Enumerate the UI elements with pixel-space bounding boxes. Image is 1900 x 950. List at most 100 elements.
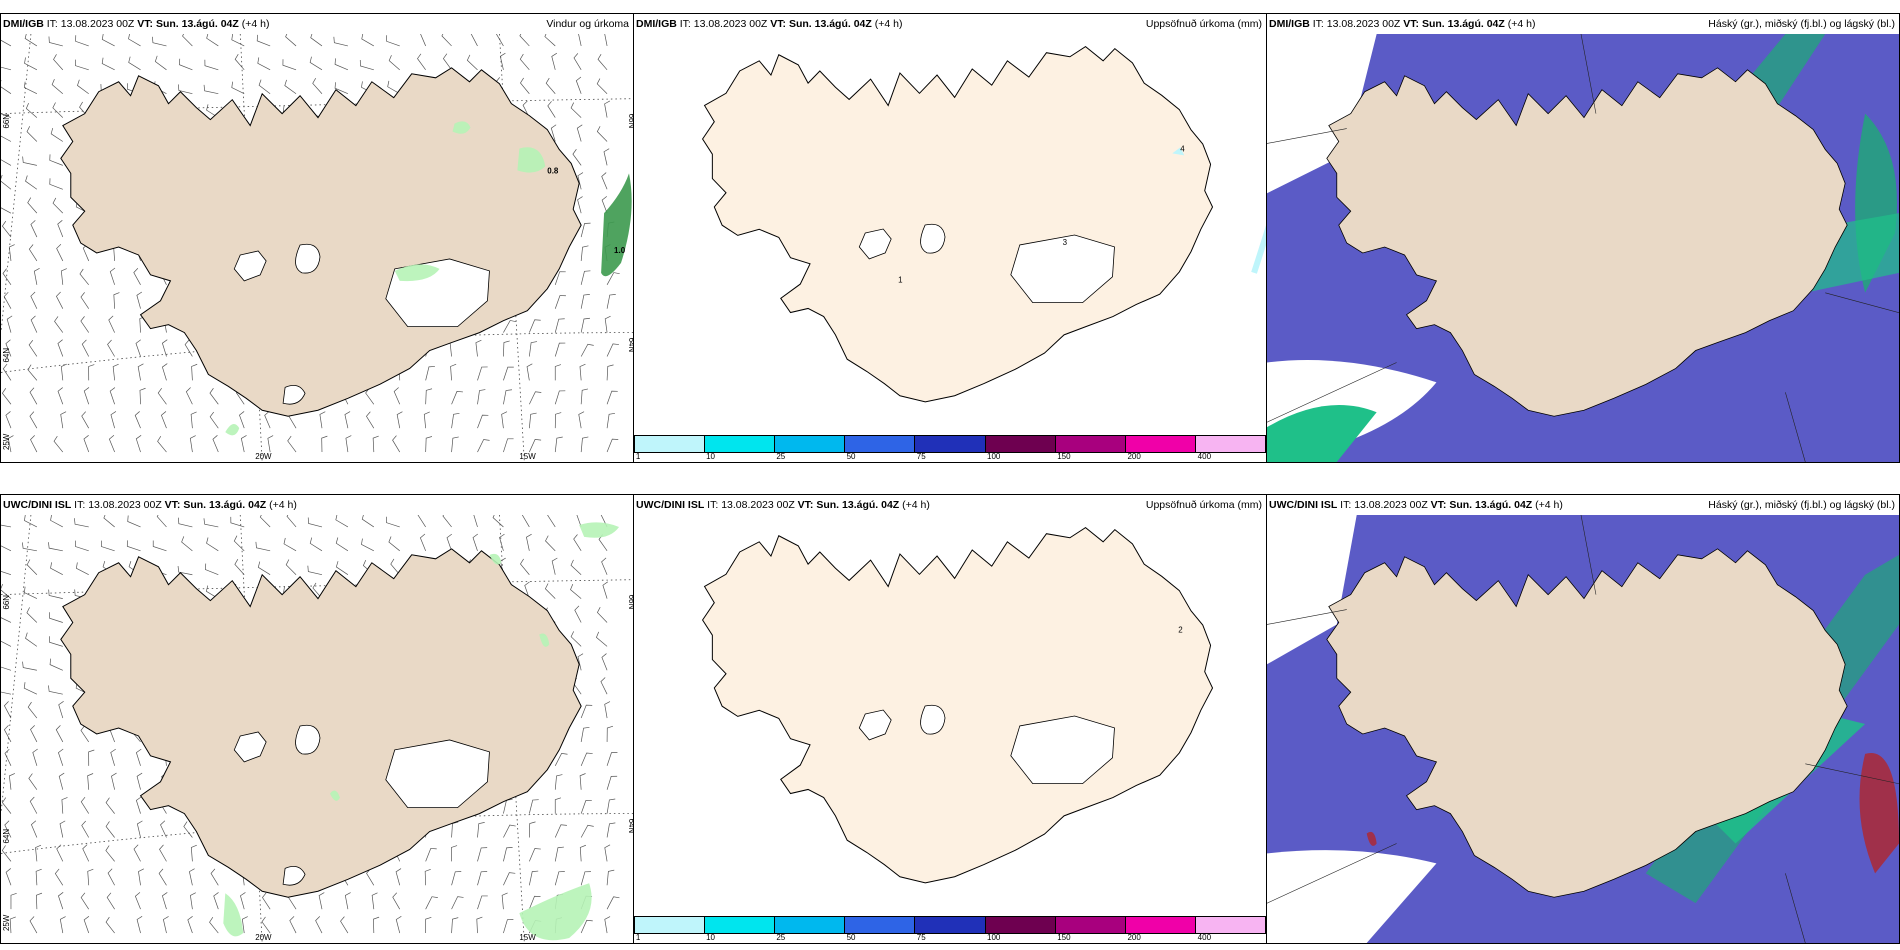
accum-precip-panel-dini[interactable]: UWC/DINI ISL IT: 13.08.2023 00Z VT: Sun.…	[633, 494, 1267, 944]
wind-barb	[606, 752, 618, 766]
wind-barb	[157, 387, 167, 405]
wind-barb	[101, 34, 115, 47]
wind-barb	[106, 892, 115, 910]
wind-barb	[21, 542, 37, 552]
wind-barb	[1, 80, 12, 95]
lat-label: 64N	[2, 348, 11, 363]
lon-label: 20W	[255, 452, 272, 461]
wind-barb	[285, 34, 297, 47]
wind-barb	[473, 515, 478, 528]
wind-barb	[476, 916, 483, 934]
wind-barb	[361, 538, 374, 552]
wind-barb	[577, 172, 584, 190]
wind-barb	[544, 583, 556, 599]
wind-barb	[7, 435, 14, 453]
map-area[interactable]	[1267, 515, 1899, 943]
precip-value-label: 4	[1180, 144, 1185, 153]
wind-barb	[451, 436, 459, 453]
model-name: UWC/DINI ISL	[1269, 499, 1338, 511]
colorbar-swatch	[985, 917, 1056, 933]
wind-barb	[606, 343, 619, 357]
wind-barb	[477, 822, 485, 838]
wind-barb	[606, 272, 620, 285]
cloud-map-svg	[1267, 515, 1899, 943]
wind-barb	[529, 439, 542, 453]
wind-barb	[56, 844, 64, 862]
map-area[interactable]: 4 3 1	[634, 34, 1266, 432]
wind-barb	[255, 541, 271, 552]
wind-barb	[135, 339, 141, 357]
wind-barb	[371, 892, 378, 910]
wind-barb	[187, 916, 193, 934]
accum-map-svg: 4 3 1	[701, 45, 1266, 403]
wind-barb	[87, 773, 94, 790]
wind-barb	[551, 52, 558, 70]
it-label: IT:	[74, 499, 86, 511]
wind-barb	[234, 54, 245, 71]
colorbar-swatch	[1055, 917, 1126, 933]
wind-barb	[210, 868, 219, 886]
wind-barb	[258, 79, 271, 94]
wind-barb	[576, 124, 583, 142]
map-area[interactable]: 0.8 1.0 66N 64N 66N 64N 20W 15W 25W	[1, 34, 633, 462]
colorbar: 1 10 25 50 75 100 150 200 400	[634, 913, 1266, 943]
wind-barb	[241, 916, 248, 934]
precip-value-label: 1	[898, 276, 903, 285]
wind-barb	[1, 113, 12, 118]
wind-barb	[503, 872, 516, 886]
wind-barb	[470, 34, 478, 47]
wind-barb	[30, 220, 38, 238]
wind-barb	[1, 39, 12, 47]
cloud-panel-dini[interactable]: UWC/DINI ISL IT: 13.08.2023 00Z VT: Sun.…	[1266, 494, 1900, 944]
wind-barb	[1, 666, 12, 671]
wind-barb	[53, 54, 64, 71]
wind-barb	[441, 34, 452, 47]
wind-barb	[109, 387, 116, 405]
wind-barb	[52, 197, 64, 214]
wind-barb	[1, 797, 12, 814]
wind-barb	[209, 388, 219, 405]
map-area[interactable]: 2	[634, 515, 1266, 913]
wind-barb	[528, 799, 539, 814]
wind-barb	[595, 631, 608, 647]
wind-barb	[312, 78, 323, 94]
wind-barb	[544, 34, 556, 47]
wind-barb	[81, 820, 90, 838]
accum-precip-panel-dmi[interactable]: DMI/IGB IT: 13.08.2023 00Z VT: Sun. 13.á…	[633, 13, 1267, 463]
map-area[interactable]	[1267, 34, 1899, 462]
panel-title: Vindur og úrkoma	[546, 18, 629, 30]
wind-barb	[137, 363, 144, 381]
wind-barb	[206, 104, 219, 118]
wind-barb	[50, 515, 63, 528]
wind-barb	[206, 34, 219, 47]
wind-barb	[580, 317, 590, 333]
lon-label: 15W	[519, 452, 536, 461]
colorbar-swatch	[635, 917, 706, 933]
panel-title: Háský (gr.), miðský (fj.bl.) og lágský (…	[1708, 18, 1895, 30]
wind-barb	[604, 315, 611, 333]
wind-barb	[230, 516, 245, 528]
colorbar-swatch	[1125, 436, 1196, 452]
wind-barb	[570, 631, 582, 647]
wind-barb	[573, 534, 582, 552]
colorbar-tick-label: 150	[1057, 933, 1071, 942]
wind-precip-panel-dmi[interactable]: DMI/IGB IT: 13.08.2023 00Z VT: Sun. 13.á…	[0, 13, 634, 463]
wind-barb	[580, 436, 589, 453]
init-time: 13.08.2023 00Z	[60, 18, 135, 30]
cloud-panel-dmi[interactable]: DMI/IGB IT: 13.08.2023 00Z VT: Sun. 13.á…	[1266, 13, 1900, 463]
wind-precip-panel-dini[interactable]: UWC/DINI ISL IT: 13.08.2023 00Z VT: Sun.…	[0, 494, 634, 944]
wind-barb	[372, 435, 379, 453]
colorbar-swatch	[705, 917, 776, 933]
wind-barb	[28, 244, 38, 262]
wind-barb	[446, 533, 452, 551]
wind-barb	[138, 868, 145, 886]
wind-barb	[603, 148, 610, 166]
panel-title: Háský (gr.), miðský (fj.bl.) og lágský (…	[1708, 499, 1895, 511]
init-time: 13.08.2023 00Z	[693, 18, 768, 30]
lon-label: 25W	[2, 433, 11, 450]
wind-barb	[573, 53, 582, 71]
wind-barb	[204, 563, 219, 576]
map-area[interactable]: 66N 64N 66N 64N 20W 15W 25W	[1, 515, 633, 943]
wind-barb	[204, 59, 219, 71]
precip-areas	[225, 121, 632, 436]
